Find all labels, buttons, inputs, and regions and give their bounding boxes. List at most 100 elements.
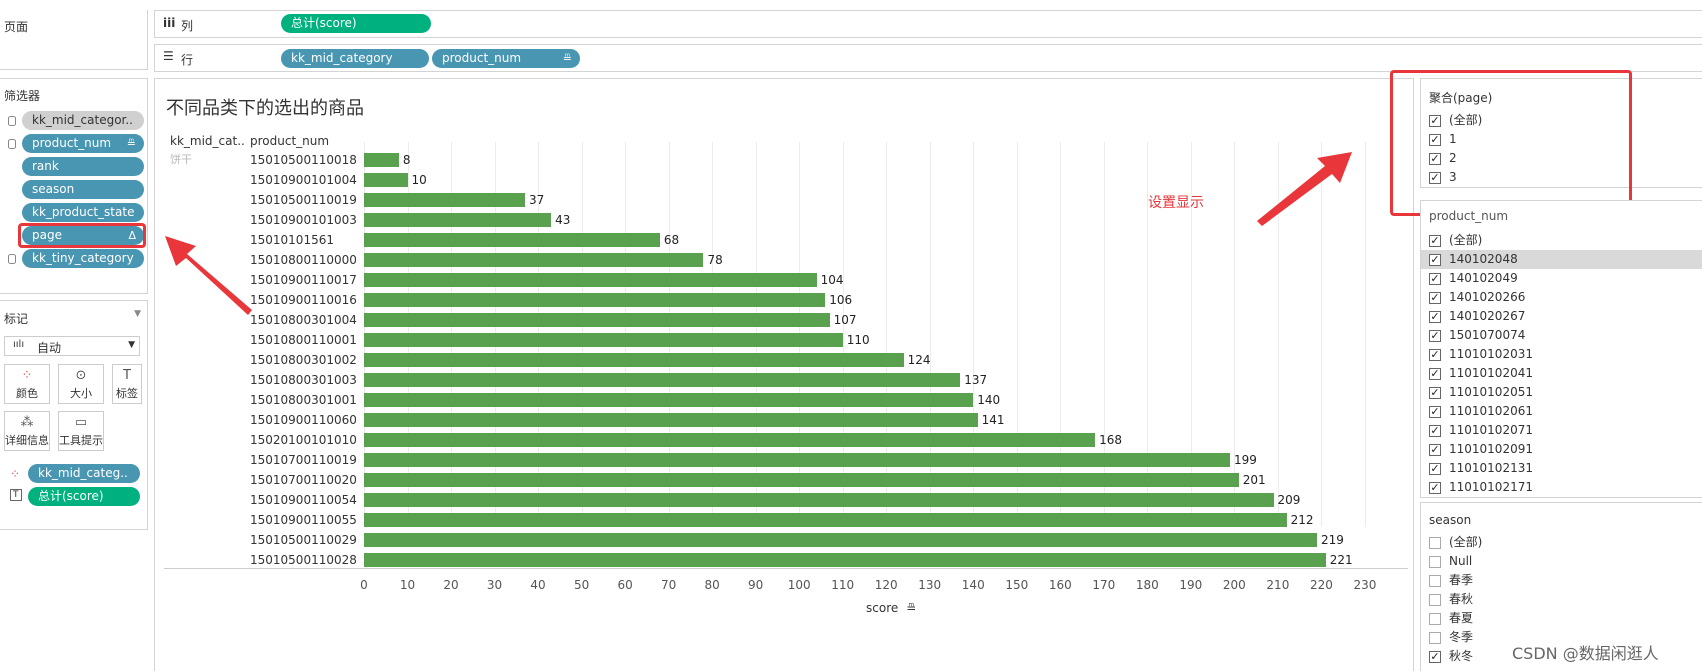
- checkbox[interactable]: ✓: [1429, 404, 1441, 418]
- checkbox[interactable]: ✓: [1429, 366, 1441, 380]
- filter-pill-page[interactable]: page Δ: [22, 226, 144, 245]
- checkbox[interactable]: ✓: [1429, 347, 1441, 361]
- bar[interactable]: [364, 213, 552, 227]
- list-item[interactable]: 春季: [1421, 571, 1702, 590]
- pages-shelf[interactable]: 页面: [0, 10, 148, 70]
- checkbox[interactable]: ✓: [1429, 132, 1441, 146]
- column-pill-score[interactable]: 总计(score): [281, 14, 431, 33]
- list-item[interactable]: ✓ 秋冬: [1421, 647, 1702, 666]
- bar[interactable]: [364, 333, 843, 347]
- gridline: [1147, 142, 1149, 527]
- filter-pill-rank[interactable]: rank: [22, 157, 144, 176]
- checkbox[interactable]: ✓: [1429, 649, 1441, 663]
- filter-pill-kk-tiny-category[interactable]: kk_tiny_category: [22, 249, 144, 268]
- checkbox[interactable]: ✓: [1429, 233, 1441, 247]
- row-pill-product-num[interactable]: product_num ≞: [432, 49, 580, 68]
- bar[interactable]: [364, 313, 830, 327]
- checkbox[interactable]: ✓: [1429, 113, 1441, 127]
- list-item[interactable]: ✓ 140102049: [1421, 269, 1702, 288]
- bar[interactable]: [364, 293, 826, 307]
- list-item[interactable]: ✓ 11010102071: [1421, 421, 1702, 440]
- color-card[interactable]: ⁘ 颜色: [4, 364, 50, 404]
- checkbox[interactable]: ✓: [1429, 170, 1441, 184]
- checkbox[interactable]: ✓: [1429, 309, 1441, 323]
- bar-value-label: 124: [907, 353, 931, 367]
- bar[interactable]: [364, 273, 817, 287]
- list-item[interactable]: ✓ (全部): [1421, 231, 1702, 250]
- bar[interactable]: [364, 193, 526, 207]
- chevron-down-icon[interactable]: ▼: [134, 309, 141, 319]
- checkbox[interactable]: ✓: [1429, 385, 1441, 399]
- marks-pill-score[interactable]: 总计(score): [28, 487, 140, 506]
- row-pill-kk-mid-category[interactable]: kk_mid_category: [281, 49, 429, 68]
- checkbox[interactable]: ✓: [1429, 252, 1441, 266]
- list-item-label: 春秋: [1449, 592, 1474, 606]
- bar[interactable]: [364, 373, 961, 387]
- list-item[interactable]: ✓ 3: [1421, 168, 1691, 187]
- detail-card[interactable]: ⁂ 详细信息: [4, 411, 50, 451]
- marks-pill-kk-mid-category[interactable]: kk_mid_categ..: [28, 464, 140, 483]
- size-card[interactable]: ⊙ 大小: [58, 364, 104, 404]
- filter-pill-product-num[interactable]: product_num ≞: [22, 134, 144, 153]
- list-item-label: 1: [1449, 132, 1457, 146]
- list-item[interactable]: ✓ 11010102061: [1421, 402, 1702, 421]
- filter-pill-kk-product-state[interactable]: kk_product_state: [22, 203, 144, 222]
- bar[interactable]: [364, 353, 904, 367]
- bar[interactable]: [364, 513, 1287, 527]
- checkbox[interactable]: [1429, 612, 1441, 625]
- checkbox[interactable]: ✓: [1429, 271, 1441, 285]
- label-card[interactable]: T 标签: [112, 364, 142, 404]
- list-item[interactable]: ✓ 140102048: [1421, 250, 1702, 269]
- bar[interactable]: [364, 473, 1239, 487]
- checkbox[interactable]: ✓: [1429, 423, 1441, 437]
- checkbox[interactable]: [1429, 536, 1441, 549]
- bar[interactable]: [364, 233, 660, 247]
- mark-type-dropdown[interactable]: ıılı 自动 ▼: [4, 336, 140, 356]
- list-item[interactable]: ✓ 11010102171: [1421, 478, 1702, 497]
- bar[interactable]: [364, 533, 1318, 547]
- gridline: [929, 142, 931, 527]
- checkbox[interactable]: [1429, 593, 1441, 606]
- tooltip-card[interactable]: ▭ 工具提示: [58, 411, 104, 451]
- checkbox[interactable]: ✓: [1429, 480, 1441, 494]
- list-item[interactable]: 冬季: [1421, 628, 1702, 647]
- filter-pill-season[interactable]: season: [22, 180, 144, 199]
- checkbox[interactable]: [1429, 555, 1441, 568]
- list-item[interactable]: Null: [1421, 552, 1702, 571]
- list-item[interactable]: ✓ 2: [1421, 149, 1691, 168]
- list-item[interactable]: 春夏: [1421, 609, 1702, 628]
- list-item[interactable]: (全部): [1421, 533, 1702, 552]
- bar[interactable]: [364, 393, 974, 407]
- list-item[interactable]: ✓ 1401020267: [1421, 307, 1702, 326]
- list-item[interactable]: ✓ 1501070074: [1421, 326, 1702, 345]
- checkbox[interactable]: ✓: [1429, 290, 1441, 304]
- list-item[interactable]: 春秋: [1421, 590, 1702, 609]
- list-item[interactable]: ✓ (全部): [1421, 111, 1691, 130]
- bar[interactable]: [364, 253, 704, 267]
- sort-icon: ≞: [126, 137, 136, 150]
- bar[interactable]: [364, 493, 1274, 507]
- checkbox[interactable]: ✓: [1429, 328, 1441, 342]
- checkbox[interactable]: [1429, 574, 1441, 587]
- bar[interactable]: [364, 173, 408, 187]
- chevron-down-icon: ▼: [128, 340, 135, 350]
- sort-icon[interactable]: ≞: [906, 601, 917, 615]
- bar[interactable]: [364, 453, 1230, 467]
- bar[interactable]: [364, 553, 1326, 567]
- list-item[interactable]: ✓ 1: [1421, 130, 1691, 149]
- checkbox[interactable]: [1429, 631, 1441, 644]
- list-item[interactable]: ✓ 11010102131: [1421, 459, 1702, 478]
- bar[interactable]: [364, 413, 978, 427]
- checkbox[interactable]: ✓: [1429, 151, 1441, 165]
- checkbox[interactable]: ✓: [1429, 442, 1441, 456]
- list-item[interactable]: ✓ 11010102031: [1421, 345, 1702, 364]
- list-item[interactable]: ✓ 11010102091: [1421, 440, 1702, 459]
- checkbox[interactable]: ✓: [1429, 461, 1441, 475]
- list-item[interactable]: ✓ 1401020266: [1421, 288, 1702, 307]
- bar[interactable]: [364, 433, 1096, 447]
- list-item[interactable]: ✓ 11010102041: [1421, 364, 1702, 383]
- bar[interactable]: [364, 153, 399, 167]
- filter-pill-kk-mid-category[interactable]: kk_mid_categor..: [22, 111, 144, 130]
- list-item[interactable]: ✓ 11010102051: [1421, 383, 1702, 402]
- product-num-label: 15010900101004: [250, 173, 357, 187]
